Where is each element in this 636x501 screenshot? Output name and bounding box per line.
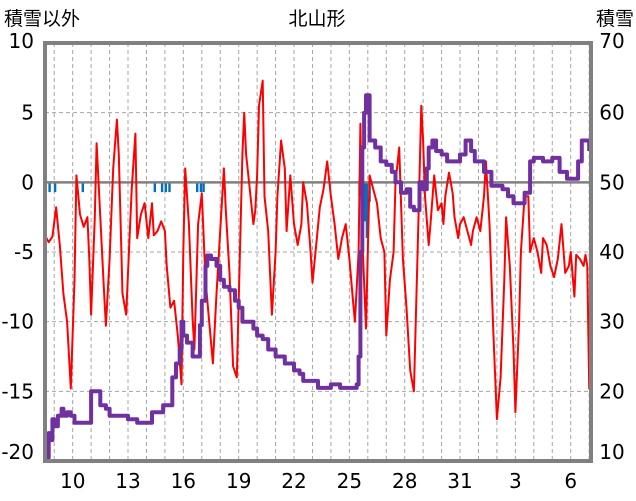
x-tick-label: 16 [171,469,196,493]
right-tick-label: 20 [599,379,624,403]
right-tick-label: 50 [599,170,624,194]
x-tick-label: 31 [447,469,472,493]
x-tick-label: 6 [564,469,577,493]
x-tick-label: 19 [226,469,251,493]
right-tick-label: 10 [599,440,624,464]
x-tick-label: 22 [281,469,306,493]
left-axis-label: 積雪以外 [4,8,80,30]
right-axis-ticks: 70 60 50 40 30 20 10 [599,29,624,464]
precip-bar [153,182,156,193]
x-tick-label: 28 [392,469,417,493]
precip-bar [168,182,171,193]
left-tick-label: -15 [1,379,34,403]
left-tick-label: -10 [1,310,34,334]
right-axis-label: 積雪 [596,8,634,30]
x-tick-label: 25 [337,469,362,493]
left-tick-label: 5 [21,101,34,125]
right-tick-label: 60 [599,101,624,125]
precip-bar [48,182,51,193]
left-tick-label: 10 [9,29,34,53]
precip-bar [365,182,369,239]
temperature-line [44,79,592,421]
precip-bar [199,182,203,193]
right-tick-label: 70 [599,29,624,53]
x-tick-label: 3 [509,469,522,493]
right-tick-label: 30 [599,310,624,334]
left-tick-label: 0 [21,170,34,194]
x-axis-ticks: 10 13 16 19 22 25 28 31 3 6 [60,469,577,493]
right-tick-label: 40 [599,240,624,264]
precip-bar [160,182,164,193]
left-tick-label: -5 [14,240,34,264]
precip-bar [53,182,57,193]
left-axis-ticks: 10 5 0 -5 -10 -15 -20 [1,29,34,464]
precip-bar [196,182,199,193]
precip-bar [81,182,84,193]
plot-frame [43,41,593,463]
chart-title: 北山形 [288,8,345,30]
x-tick-label: 13 [115,469,140,493]
x-tick-label: 10 [60,469,85,493]
precip-bar [202,182,205,193]
precip-bar [363,182,367,222]
left-tick-label: -20 [1,440,34,464]
precip-bar [164,182,167,193]
snow-depth-line [45,93,592,460]
